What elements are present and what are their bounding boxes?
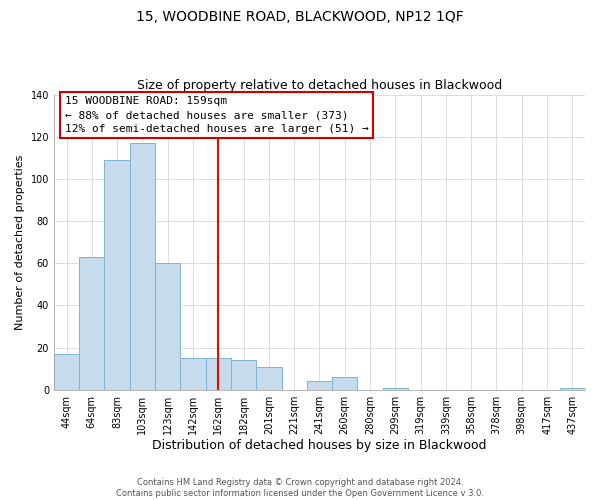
Bar: [181, 358, 206, 390]
X-axis label: Distribution of detached houses by size in Blackwood: Distribution of detached houses by size …: [152, 440, 487, 452]
Text: Contains HM Land Registry data © Crown copyright and database right 2024.
Contai: Contains HM Land Registry data © Crown c…: [116, 478, 484, 498]
Bar: [130, 143, 155, 390]
Bar: [332, 377, 358, 390]
Title: Size of property relative to detached houses in Blackwood: Size of property relative to detached ho…: [137, 79, 502, 92]
Y-axis label: Number of detached properties: Number of detached properties: [15, 154, 25, 330]
Bar: [231, 360, 256, 390]
Bar: [560, 388, 585, 390]
Bar: [54, 354, 79, 390]
Bar: [256, 366, 281, 390]
Bar: [79, 257, 104, 390]
Bar: [155, 263, 181, 390]
Bar: [206, 358, 231, 390]
Bar: [104, 160, 130, 390]
Text: 15, WOODBINE ROAD, BLACKWOOD, NP12 1QF: 15, WOODBINE ROAD, BLACKWOOD, NP12 1QF: [136, 10, 464, 24]
Bar: [383, 388, 408, 390]
Text: 15 WOODBINE ROAD: 159sqm
← 88% of detached houses are smaller (373)
12% of semi-: 15 WOODBINE ROAD: 159sqm ← 88% of detach…: [65, 96, 368, 134]
Bar: [307, 382, 332, 390]
